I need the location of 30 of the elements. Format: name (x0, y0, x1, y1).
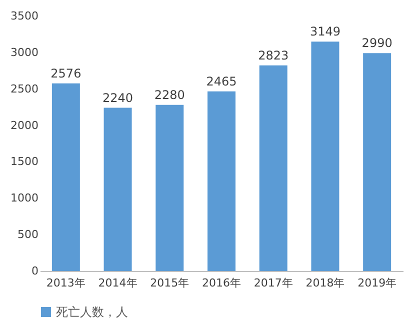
bar (208, 91, 236, 271)
y-tick-label: 1000 (10, 192, 38, 205)
x-tick-label: 2016年 (202, 276, 241, 290)
y-tick-label: 500 (18, 228, 38, 242)
bar (259, 65, 288, 271)
bar (52, 83, 80, 271)
x-tick-label: 2014年 (98, 276, 138, 290)
x-tick-label: 2017年 (254, 276, 293, 290)
x-tick-label: 2018年 (306, 276, 345, 290)
x-tick-label: 2013年 (46, 276, 86, 290)
data-label: 2240 (102, 90, 134, 105)
bar (104, 108, 132, 271)
y-tick-label: 3500 (10, 10, 38, 22)
x-tick-label: 2019年 (358, 276, 397, 290)
x-tick-label: 2015年 (150, 276, 190, 290)
y-tick-label: 3000 (10, 46, 38, 59)
data-label: 2465 (206, 74, 237, 88)
data-label: 2280 (154, 88, 185, 102)
bar (156, 104, 184, 271)
y-tick-label: 1500 (10, 155, 38, 168)
y-tick-label: 2500 (10, 82, 38, 96)
data-label: 3149 (310, 24, 340, 39)
data-label: 2576 (50, 66, 82, 80)
data-label: 2823 (258, 48, 289, 62)
y-tick-label: 0 (32, 264, 38, 278)
y-tick-label: 2000 (10, 118, 38, 132)
bar (363, 53, 392, 271)
data-label: 2990 (362, 36, 392, 50)
legend-label: 死亡人数，人 (56, 305, 128, 319)
bar (311, 42, 340, 271)
